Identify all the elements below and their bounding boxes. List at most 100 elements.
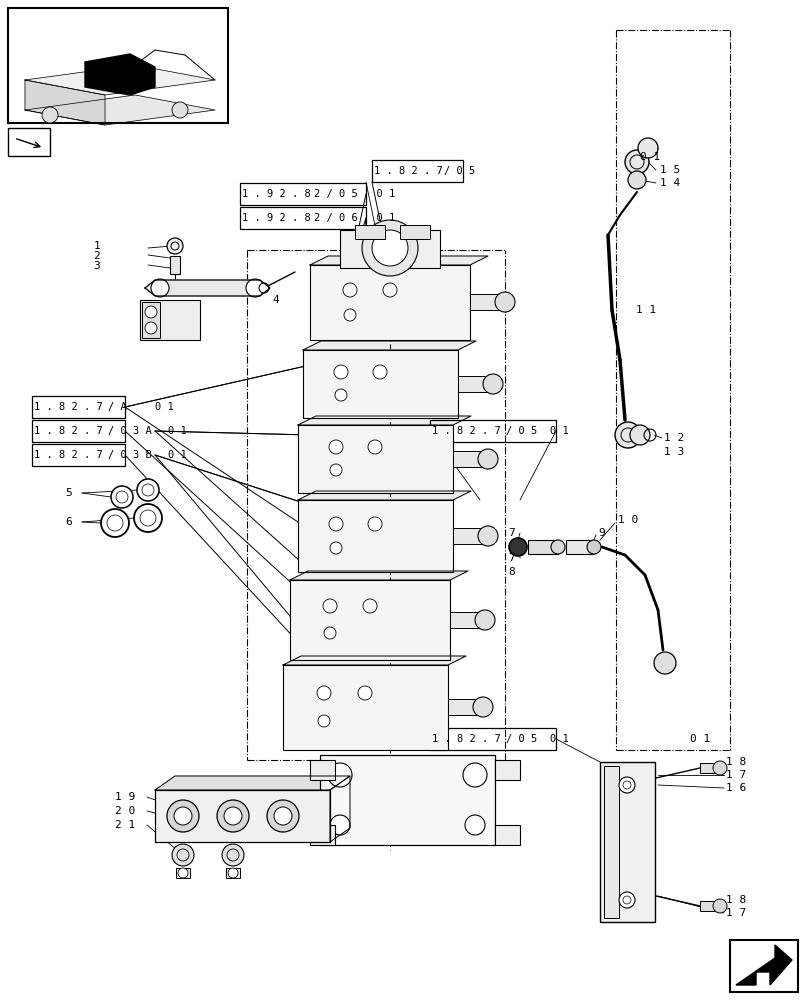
Circle shape <box>367 517 381 531</box>
Circle shape <box>228 868 238 878</box>
Circle shape <box>324 627 336 639</box>
Circle shape <box>217 800 249 832</box>
Circle shape <box>267 800 298 832</box>
Text: 3: 3 <box>93 261 100 271</box>
Bar <box>298 425 453 493</box>
Text: 1 8: 1 8 <box>725 895 745 905</box>
Polygon shape <box>283 656 466 665</box>
Circle shape <box>618 892 634 908</box>
Bar <box>527 540 557 554</box>
Circle shape <box>137 479 159 501</box>
Bar <box>371 160 462 182</box>
Circle shape <box>174 807 191 825</box>
Bar <box>290 580 449 660</box>
Circle shape <box>145 306 157 318</box>
Bar <box>240 183 366 205</box>
Circle shape <box>178 868 188 878</box>
Polygon shape <box>310 256 487 265</box>
Circle shape <box>329 815 350 835</box>
Bar <box>430 728 556 750</box>
Text: 1 2: 1 2 <box>663 433 684 443</box>
Circle shape <box>372 365 387 379</box>
Circle shape <box>167 238 182 254</box>
Text: / 0 5: / 0 5 <box>505 426 537 436</box>
Text: 0 1: 0 1 <box>639 152 659 162</box>
Text: 2: 2 <box>93 251 100 261</box>
Circle shape <box>221 844 243 866</box>
Circle shape <box>586 540 600 554</box>
Bar <box>340 230 440 268</box>
Polygon shape <box>145 280 270 296</box>
Bar <box>310 825 335 845</box>
Bar <box>699 763 719 773</box>
Circle shape <box>478 526 497 546</box>
Text: 0 1: 0 1 <box>155 402 174 412</box>
Circle shape <box>318 715 329 727</box>
Circle shape <box>614 422 640 448</box>
Bar <box>400 225 430 239</box>
Text: 1: 1 <box>93 241 100 251</box>
Polygon shape <box>303 341 475 350</box>
Bar <box>320 755 495 845</box>
Text: 4: 4 <box>272 295 278 305</box>
Text: 1 . 8 2 . 7: 1 . 8 2 . 7 <box>431 426 500 436</box>
Circle shape <box>627 171 646 189</box>
Circle shape <box>495 292 514 312</box>
Circle shape <box>712 761 726 775</box>
Circle shape <box>483 374 502 394</box>
Circle shape <box>371 230 407 266</box>
Text: 1 5: 1 5 <box>659 165 680 175</box>
Circle shape <box>629 425 649 445</box>
Bar <box>453 451 487 467</box>
Text: 0 1: 0 1 <box>168 426 187 436</box>
Circle shape <box>637 138 657 158</box>
Circle shape <box>101 509 129 537</box>
Text: 1 8: 1 8 <box>725 757 745 767</box>
Bar <box>32 420 125 442</box>
Circle shape <box>712 899 726 913</box>
Circle shape <box>167 800 199 832</box>
Circle shape <box>42 107 58 123</box>
Circle shape <box>465 815 484 835</box>
Circle shape <box>478 449 497 469</box>
Circle shape <box>342 283 357 297</box>
Polygon shape <box>155 776 350 790</box>
Text: 1 3: 1 3 <box>663 447 684 457</box>
Text: 7: 7 <box>508 553 514 563</box>
Bar <box>225 868 240 878</box>
Text: 1 4: 1 4 <box>659 178 680 188</box>
Circle shape <box>474 610 495 630</box>
Text: 6: 6 <box>65 517 71 527</box>
Text: 1 1: 1 1 <box>635 305 655 315</box>
Text: 0 1: 0 1 <box>168 450 187 460</box>
Circle shape <box>462 763 487 787</box>
Bar <box>729 940 797 992</box>
Circle shape <box>513 542 522 552</box>
Bar <box>283 665 448 750</box>
Bar <box>310 265 470 340</box>
Bar <box>176 868 190 878</box>
Circle shape <box>508 538 526 556</box>
Bar <box>354 225 384 239</box>
Bar <box>430 420 556 442</box>
Circle shape <box>367 440 381 454</box>
Circle shape <box>363 599 376 613</box>
Circle shape <box>246 279 264 297</box>
Polygon shape <box>25 95 215 125</box>
Bar <box>449 612 484 628</box>
Bar <box>310 760 335 780</box>
Bar <box>142 302 160 338</box>
Circle shape <box>172 102 188 118</box>
Polygon shape <box>25 80 105 125</box>
Text: 5: 5 <box>65 488 71 498</box>
Circle shape <box>653 652 676 674</box>
Bar <box>565 540 594 554</box>
Polygon shape <box>85 54 155 95</box>
Bar <box>599 762 654 922</box>
Text: 1 . 9 2 . 8: 1 . 9 2 . 8 <box>242 213 311 223</box>
Circle shape <box>316 686 331 700</box>
Bar <box>495 825 519 845</box>
Text: 1 9: 1 9 <box>115 792 135 802</box>
Circle shape <box>328 517 342 531</box>
Bar <box>298 500 453 572</box>
